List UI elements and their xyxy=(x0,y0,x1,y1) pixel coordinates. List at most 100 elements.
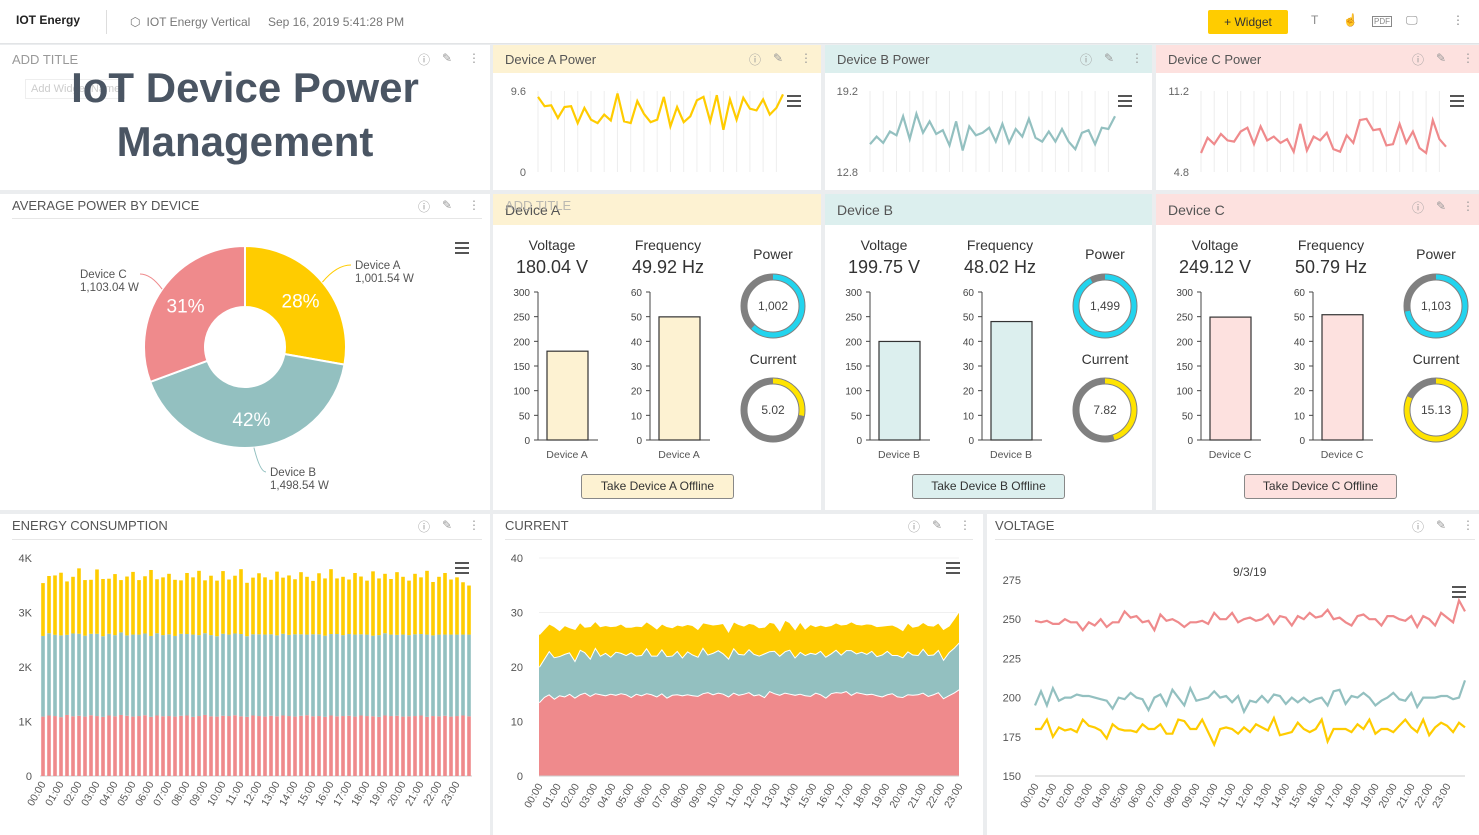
current-gauge-fill xyxy=(1073,378,1137,442)
frequency-bar xyxy=(990,320,1033,441)
bar-segment-device-a xyxy=(425,570,429,635)
bar-segment-device-b xyxy=(131,634,135,717)
y-tick-label: 60 xyxy=(963,288,975,299)
more-icon[interactable]: ⋮ xyxy=(1452,13,1464,27)
touch-icon[interactable]: ☝ xyxy=(1343,13,1358,27)
y-tick-label: 50 xyxy=(631,313,643,324)
bar-segment-device-c xyxy=(407,716,411,776)
divider xyxy=(12,539,482,540)
timestamp: Sep 16, 2019 5:41:28 PM xyxy=(268,15,405,29)
chart-menu-icon[interactable] xyxy=(787,95,801,107)
bar-segment-device-b xyxy=(263,634,267,717)
edit-icon[interactable]: ✎ xyxy=(1436,518,1447,532)
panel-title[interactable]: ADD TITLE xyxy=(12,52,79,67)
divider xyxy=(505,539,973,540)
bar-segment-device-a xyxy=(323,578,327,636)
take-device-b-offline-button[interactable]: Take Device B Offline xyxy=(912,474,1065,499)
more-icon[interactable]: ⋮ xyxy=(800,51,812,65)
bar-segment-device-c xyxy=(443,715,447,776)
more-icon[interactable]: ⋮ xyxy=(1462,199,1474,213)
chart-menu-icon[interactable] xyxy=(455,562,469,574)
y-tick-label: 30 xyxy=(963,362,975,373)
bar-segment-device-b xyxy=(155,633,159,716)
monitor-icon[interactable]: 🖵 xyxy=(1406,13,1418,27)
x-tick-label: 10:00 xyxy=(205,779,229,808)
y-tick-label: 4.8 xyxy=(1174,167,1189,179)
bar-segment-device-a xyxy=(173,579,177,636)
chart-menu-icon[interactable] xyxy=(455,242,469,254)
chart-menu-icon[interactable] xyxy=(1450,95,1464,107)
bar-segment-device-a xyxy=(191,577,195,635)
edit-icon[interactable]: ✎ xyxy=(1436,51,1447,65)
more-icon[interactable]: ⋮ xyxy=(1462,518,1474,532)
bar-segment-device-b xyxy=(269,634,273,716)
chart-menu-icon[interactable] xyxy=(1118,95,1132,107)
info-icon[interactable]: ⓘ xyxy=(1080,53,1093,67)
info-icon[interactable]: ⓘ xyxy=(1412,520,1425,534)
bar-segment-device-a xyxy=(215,580,219,637)
more-icon[interactable]: ⋮ xyxy=(1131,51,1143,65)
bar-segment-device-b xyxy=(275,635,279,717)
edit-icon[interactable]: ✎ xyxy=(442,51,453,65)
more-icon[interactable]: ⋮ xyxy=(959,518,971,532)
take-device-a-offline-button[interactable]: Take Device A Offline xyxy=(581,474,734,499)
info-icon[interactable]: ⓘ xyxy=(418,53,431,67)
info-icon[interactable]: ⓘ xyxy=(418,200,431,214)
edit-icon[interactable]: ✎ xyxy=(442,198,453,212)
bar-segment-device-a xyxy=(125,576,129,636)
bar-segment-device-c xyxy=(125,715,129,776)
voltage-line-device-c xyxy=(1034,597,1466,633)
bar-segment-device-c xyxy=(143,715,147,776)
pie-slice-device-b xyxy=(148,352,346,449)
info-icon[interactable]: ⓘ xyxy=(749,53,762,67)
info-icon[interactable]: ⓘ xyxy=(1412,201,1425,215)
panel-title: ENERGY CONSUMPTION xyxy=(12,518,168,533)
current-panel: CURRENT ⓘ ✎ ⋮ 0 10 20 30 40 00:00 01:00 02:00 03… xyxy=(493,514,983,835)
app-name[interactable]: IOT Energy xyxy=(16,13,81,27)
edit-icon[interactable]: ✎ xyxy=(1104,51,1115,65)
chart-menu-icon[interactable] xyxy=(1452,586,1466,598)
bar-segment-device-b xyxy=(377,635,381,717)
bar-segment-device-a xyxy=(263,577,267,635)
bar-segment-device-a xyxy=(269,579,273,635)
energy-consumption-chart: 01K2K3K4K00:0001:0002:0003:0004:0005:000… xyxy=(19,553,472,808)
y-tick-label: 19.2 xyxy=(837,86,858,98)
add-widget-button[interactable]: + Widget xyxy=(1208,10,1288,34)
ghost-title[interactable]: ADD TITLE xyxy=(505,198,572,213)
add-widget-name-button[interactable]: Add Widget Name xyxy=(25,79,125,99)
chart-menu-icon[interactable] xyxy=(946,562,960,574)
slice-percent-label: 31% xyxy=(167,297,205,318)
take-device-c-offline-button[interactable]: Take Device C Offline xyxy=(1244,474,1397,499)
more-icon[interactable]: ⋮ xyxy=(468,198,480,212)
edit-icon[interactable]: ✎ xyxy=(442,518,453,532)
y-tick-label: 100 xyxy=(513,387,530,398)
device-a-power-chart: 9.60 xyxy=(511,86,784,179)
bar-segment-device-c xyxy=(251,715,255,776)
bar-segment-device-b xyxy=(395,634,399,716)
bar-segment-device-a xyxy=(383,573,387,634)
current-label: Current xyxy=(1413,351,1460,367)
y-tick-label: 50 xyxy=(1182,411,1194,422)
bar-segment-device-a xyxy=(197,570,201,636)
info-icon[interactable]: ⓘ xyxy=(1412,53,1425,67)
panel-title: Device A xyxy=(505,202,561,218)
bar-segment-device-c xyxy=(221,715,225,776)
bar-segment-device-b xyxy=(203,633,207,715)
bar-segment-device-a xyxy=(257,573,261,635)
voltage-value: 180.04 V xyxy=(516,257,588,277)
pdf-icon[interactable]: PDF xyxy=(1372,16,1392,27)
text-icon[interactable]: T xyxy=(1311,13,1319,27)
edit-icon[interactable]: ✎ xyxy=(932,518,943,532)
more-icon[interactable]: ⋮ xyxy=(468,518,480,532)
info-icon[interactable]: ⓘ xyxy=(418,520,431,534)
edit-icon[interactable]: ✎ xyxy=(773,51,784,65)
more-icon[interactable]: ⋮ xyxy=(468,51,480,65)
info-icon[interactable]: ⓘ xyxy=(908,520,921,534)
dashboard-name[interactable]: ⬡ IOT Energy Vertical xyxy=(130,15,250,29)
frequency-bar xyxy=(1321,314,1364,441)
bar-segment-device-c xyxy=(209,716,213,776)
edit-icon[interactable]: ✎ xyxy=(1436,199,1447,213)
power-series-line xyxy=(869,110,1116,152)
bar-segment-device-c xyxy=(365,716,369,776)
more-icon[interactable]: ⋮ xyxy=(1462,51,1474,65)
